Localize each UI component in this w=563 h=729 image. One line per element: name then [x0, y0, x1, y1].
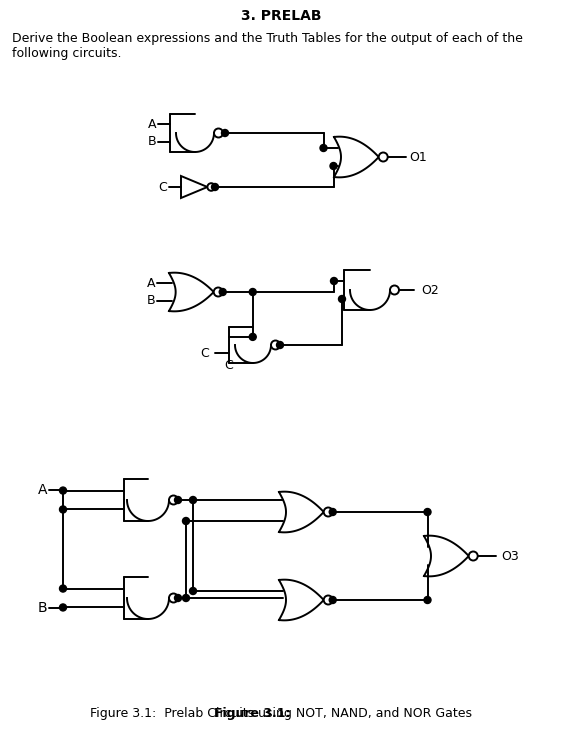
Circle shape	[214, 287, 223, 297]
Circle shape	[60, 506, 66, 513]
Circle shape	[469, 552, 478, 561]
Circle shape	[276, 341, 284, 348]
Text: A: A	[146, 277, 155, 290]
Circle shape	[424, 509, 431, 515]
Text: O1: O1	[410, 150, 427, 163]
Circle shape	[60, 585, 66, 592]
Text: Figure 3.1:: Figure 3.1:	[213, 708, 290, 720]
Text: B: B	[148, 135, 156, 148]
Circle shape	[324, 596, 333, 604]
Circle shape	[182, 595, 190, 601]
Circle shape	[169, 496, 178, 504]
Text: C: C	[200, 346, 209, 359]
Circle shape	[271, 340, 280, 349]
Circle shape	[324, 507, 333, 517]
Circle shape	[212, 184, 218, 190]
Text: 3. PRELAB: 3. PRELAB	[242, 9, 321, 23]
Circle shape	[175, 496, 181, 504]
Circle shape	[329, 596, 336, 604]
Circle shape	[219, 289, 226, 295]
Circle shape	[390, 286, 399, 295]
Text: Derive the Boolean expressions and the Truth Tables for the output of each of th: Derive the Boolean expressions and the T…	[12, 32, 523, 60]
Text: B: B	[146, 294, 155, 307]
Circle shape	[338, 295, 346, 303]
Circle shape	[190, 496, 196, 504]
Text: Figure 3.1:  Prelab Circuits using NOT, NAND, and NOR Gates: Figure 3.1: Prelab Circuits using NOT, N…	[91, 708, 472, 720]
Circle shape	[330, 163, 337, 170]
Circle shape	[221, 130, 229, 136]
Circle shape	[320, 144, 327, 152]
Circle shape	[424, 596, 431, 604]
Circle shape	[379, 152, 388, 162]
Text: C: C	[224, 359, 233, 372]
Circle shape	[175, 595, 181, 601]
Circle shape	[330, 278, 337, 284]
Circle shape	[329, 509, 336, 515]
Text: A: A	[38, 483, 47, 497]
Text: B: B	[37, 601, 47, 615]
Circle shape	[249, 289, 256, 295]
Text: A: A	[148, 118, 156, 131]
Circle shape	[249, 333, 256, 340]
Circle shape	[207, 183, 215, 191]
Circle shape	[214, 128, 223, 138]
Text: C: C	[158, 181, 167, 193]
Circle shape	[60, 487, 66, 494]
Circle shape	[169, 593, 178, 602]
Circle shape	[60, 604, 66, 611]
Text: O2: O2	[421, 284, 439, 297]
Text: O3: O3	[502, 550, 520, 563]
Circle shape	[190, 588, 196, 595]
Circle shape	[182, 518, 190, 524]
